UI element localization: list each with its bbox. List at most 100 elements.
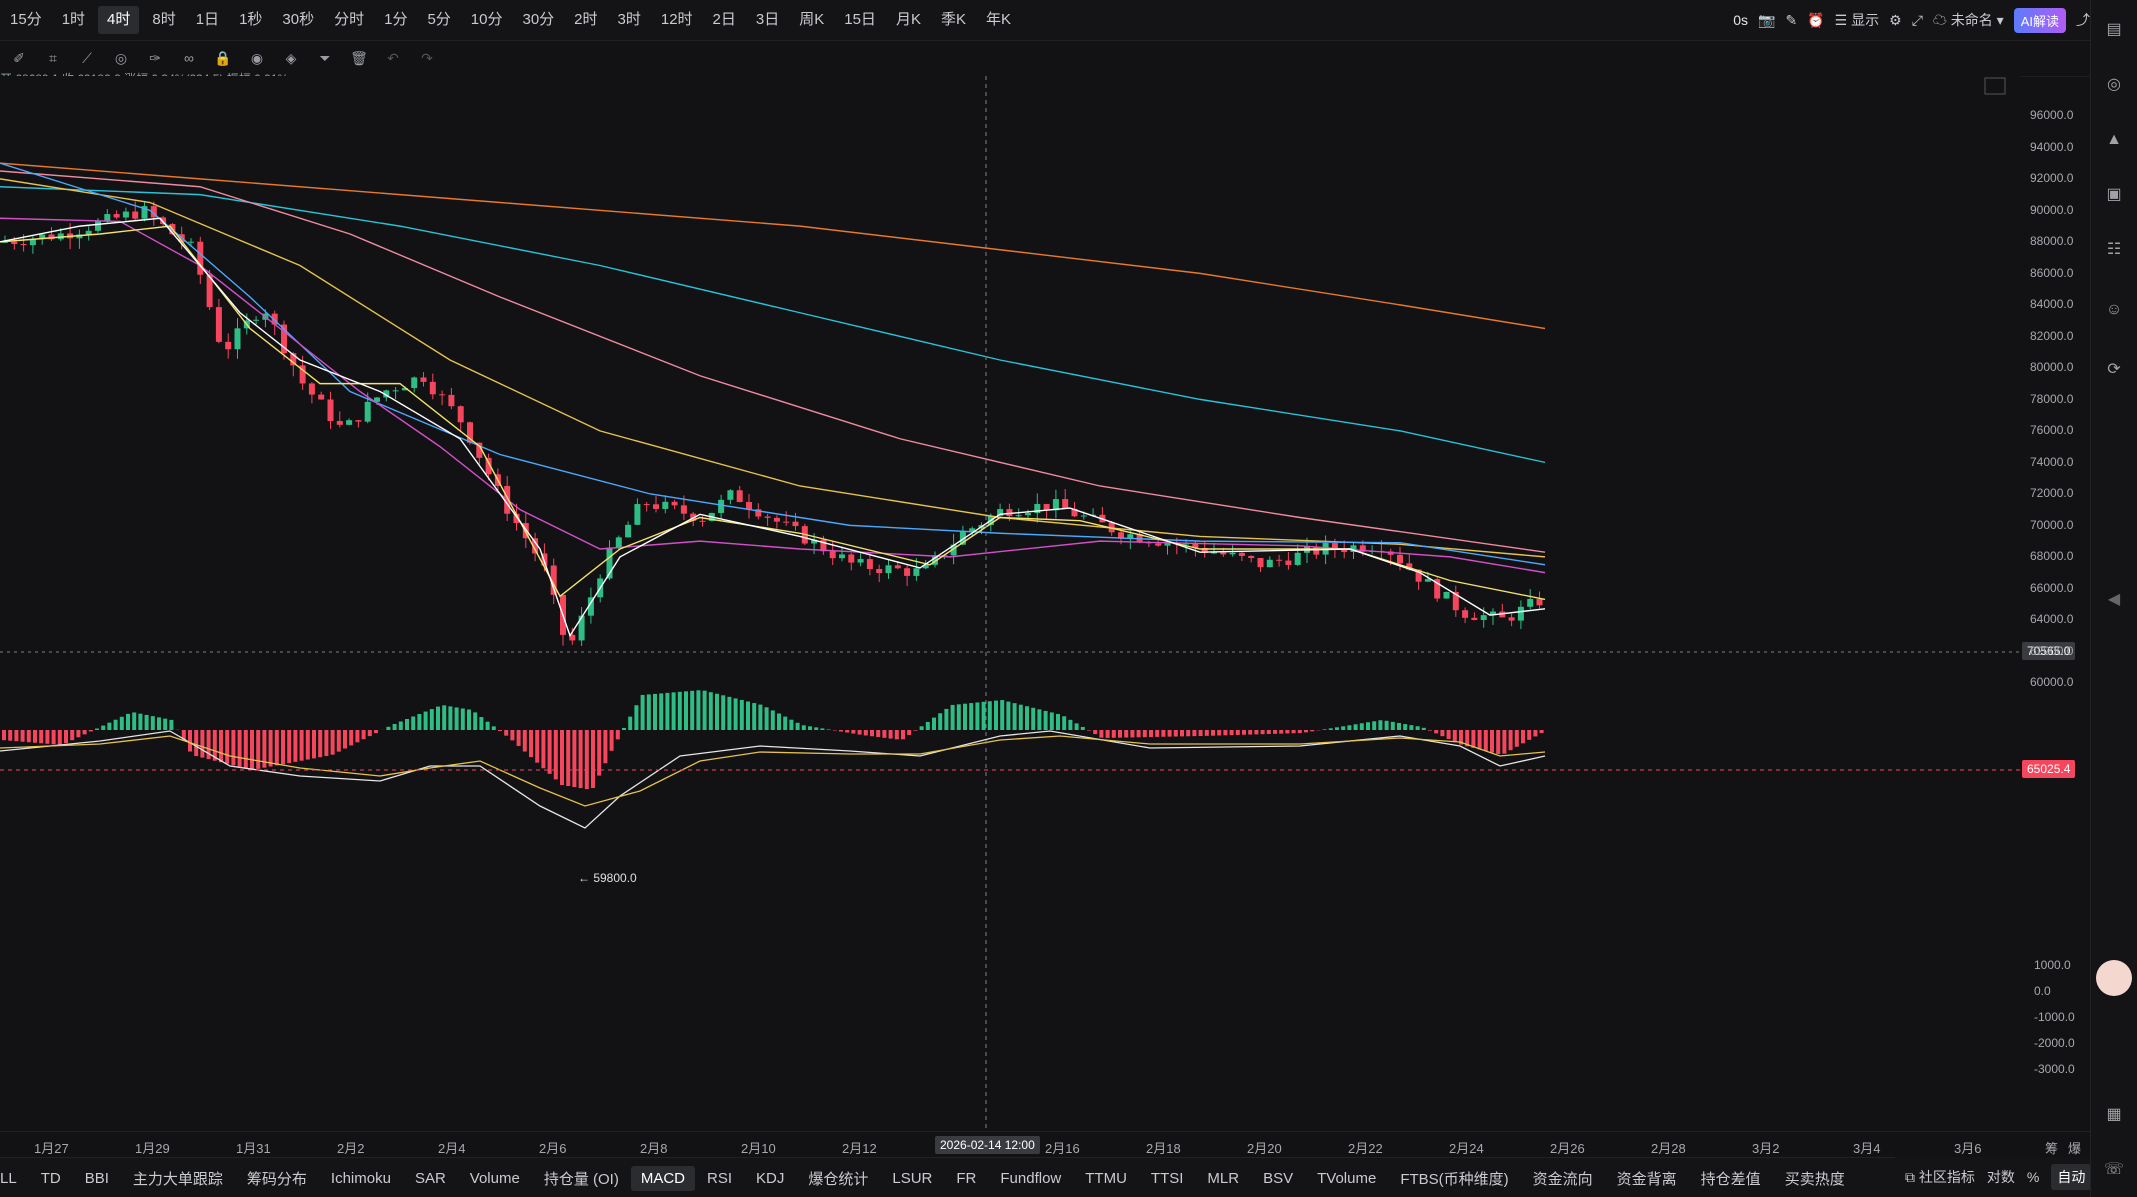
timeframe-15[interactable]: 2日 <box>712 11 736 28</box>
support-icon[interactable]: ☏ <box>2104 1161 2125 1178</box>
redo-icon[interactable]: ↷ <box>421 49 433 66</box>
indicator-0[interactable]: LL <box>0 1169 17 1187</box>
timeframe-21[interactable]: 年K <box>985 11 1011 28</box>
indicator-25[interactable]: 买卖热度 <box>1784 1170 1845 1188</box>
collapse-icon[interactable]: ◀ <box>2107 591 2121 608</box>
macd-bar <box>665 692 670 730</box>
brush-icon[interactable]: ✑ <box>149 49 161 66</box>
timeframe-7[interactable]: 分时 <box>334 11 365 28</box>
indicator-5[interactable]: Ichimoku <box>330 1169 391 1187</box>
layout-icon[interactable]: ▦ <box>2106 1106 2122 1123</box>
avatar[interactable] <box>2096 960 2132 996</box>
candle-body <box>950 544 957 556</box>
data-icon[interactable]: ☷ <box>2106 241 2122 258</box>
timeframe-18[interactable]: 15日 <box>844 11 876 28</box>
timeframe-2[interactable]: 4时 <box>98 6 140 34</box>
indicator-11[interactable]: KDJ <box>756 1169 785 1187</box>
macd-bar <box>1074 723 1079 730</box>
community-indicators[interactable]: ⧉ 社区指标 <box>1905 1169 1975 1185</box>
timeframe-16[interactable]: 3日 <box>755 11 780 28</box>
timeframe-3[interactable]: 8时 <box>152 11 176 28</box>
lock-icon[interactable]: 🔒 <box>214 49 232 66</box>
eye-icon[interactable]: ◉ <box>250 49 264 66</box>
filter-icon[interactable]: ⏷ <box>319 49 331 66</box>
orderbook-icon[interactable]: ▤ <box>2106 21 2122 38</box>
magnet-icon[interactable]: ◎ <box>114 49 128 66</box>
monitor-icon[interactable]: ▣ <box>2106 186 2122 203</box>
indicator-1[interactable]: TD <box>40 1169 61 1187</box>
indicator-6[interactable]: SAR <box>414 1169 446 1187</box>
macd-bar <box>826 729 831 730</box>
timeframe-5[interactable]: 1秒 <box>239 11 263 28</box>
timeframe-10[interactable]: 10分 <box>470 11 503 28</box>
auto-toggle[interactable]: 自动 <box>2051 1164 2092 1190</box>
ruler-icon[interactable]: ⟋ <box>82 49 92 66</box>
layers-icon[interactable]: ◈ <box>285 49 297 66</box>
indicator-3[interactable]: 主力大单跟踪 <box>132 1170 223 1188</box>
candle-body <box>1164 543 1171 546</box>
coin-icon[interactable]: ◎ <box>2107 76 2121 93</box>
indicator-12[interactable]: 爆仓统计 <box>808 1170 869 1188</box>
indicator-2[interactable]: BBI <box>84 1169 109 1187</box>
sync-icon[interactable]: ⟳ <box>2107 361 2121 378</box>
display-toggle[interactable]: ☰ 显示 <box>1834 12 1880 28</box>
indicator-22[interactable]: 资金流向 <box>1532 1170 1593 1188</box>
timeframe-13[interactable]: 3时 <box>617 11 641 28</box>
indicator-4[interactable]: 筹码分布 <box>246 1170 307 1188</box>
settings-icon[interactable]: ⚙ <box>1889 11 1902 28</box>
pen-tool-icon[interactable]: ✐ <box>13 49 25 66</box>
ma60-line <box>0 162 1546 566</box>
trash-icon[interactable]: 🗑 <box>350 49 368 66</box>
indicator-19[interactable]: BSV <box>1263 1169 1294 1187</box>
indicator-20[interactable]: TVolume <box>1317 1169 1377 1187</box>
indicator-18[interactable]: MLR <box>1207 1169 1240 1187</box>
log-toggle[interactable]: 对数 <box>1986 1169 2015 1185</box>
timeframe-17[interactable]: 周K <box>799 11 825 28</box>
timeframe-14[interactable]: 12时 <box>660 11 693 28</box>
alert-icon[interactable]: ⏰ <box>1807 11 1825 28</box>
timeframe-9[interactable]: 5分 <box>427 11 451 28</box>
indicator-8[interactable]: 持仓量 (OI) <box>543 1170 619 1188</box>
timeframe-8[interactable]: 1分 <box>384 11 408 28</box>
ai-button[interactable]: AI解读 <box>2013 7 2066 33</box>
macd-bar <box>1372 721 1377 730</box>
share-icon[interactable]: ⤴ <box>2076 12 2090 28</box>
camera-icon[interactable]: 📷 <box>1758 11 1776 28</box>
expand-icon[interactable] <box>1984 77 2006 95</box>
percent-toggle[interactable]: % <box>2026 1169 2040 1185</box>
indicator-10[interactable]: RSI <box>707 1169 733 1187</box>
timeframe-1[interactable]: 1时 <box>61 11 86 28</box>
date-tick: 3月4 <box>1853 1141 1881 1156</box>
timeframe-19[interactable]: 月K <box>895 11 921 28</box>
indicator-7[interactable]: Volume <box>469 1169 520 1187</box>
chart-icon[interactable]: ▲ <box>2106 131 2122 148</box>
layout-select[interactable]: ☁ 未命名 ▾ <box>1932 12 2004 28</box>
timeframe-0[interactable]: 15分 <box>10 11 42 28</box>
indicator-24[interactable]: 持仓差值 <box>1700 1170 1761 1188</box>
indicator-15[interactable]: Fundflow <box>1000 1169 1062 1187</box>
timeframe-6[interactable]: 30秒 <box>282 11 315 28</box>
liq-label[interactable]: 爆 <box>2068 1141 2082 1156</box>
price-chart[interactable]: ← 59800.0 <box>0 76 2020 1131</box>
macd-bar <box>764 707 769 730</box>
robot-icon[interactable]: ☺ <box>2105 301 2123 318</box>
macd-bar <box>194 730 199 757</box>
indicator-13[interactable]: LSUR <box>892 1169 933 1187</box>
macd-bar <box>367 730 372 737</box>
timeframe-11[interactable]: 30分 <box>522 11 555 28</box>
indicator-21[interactable]: FTBS(币种维度) <box>1400 1170 1509 1188</box>
timeframe-20[interactable]: 季K <box>940 11 966 28</box>
fullscreen-icon[interactable]: ⤢ <box>1911 11 1923 28</box>
timeframe-12[interactable]: 2时 <box>574 11 598 28</box>
timeframe-4[interactable]: 1日 <box>195 11 220 28</box>
undo-icon[interactable]: ↶ <box>387 49 399 66</box>
crop-icon[interactable]: ⌗ <box>49 49 57 66</box>
pencil-icon[interactable]: ✎ <box>1785 11 1798 28</box>
link-icon[interactable]: ∞ <box>184 50 194 66</box>
indicator-17[interactable]: TTSI <box>1150 1169 1184 1187</box>
indicator-23[interactable]: 资金背离 <box>1616 1170 1677 1188</box>
indicator-14[interactable]: FR <box>956 1169 977 1187</box>
indicator-16[interactable]: TTMU <box>1085 1169 1127 1187</box>
chip-label[interactable]: 筹 <box>2045 1141 2059 1156</box>
indicator-9[interactable]: MACD <box>630 1165 695 1191</box>
